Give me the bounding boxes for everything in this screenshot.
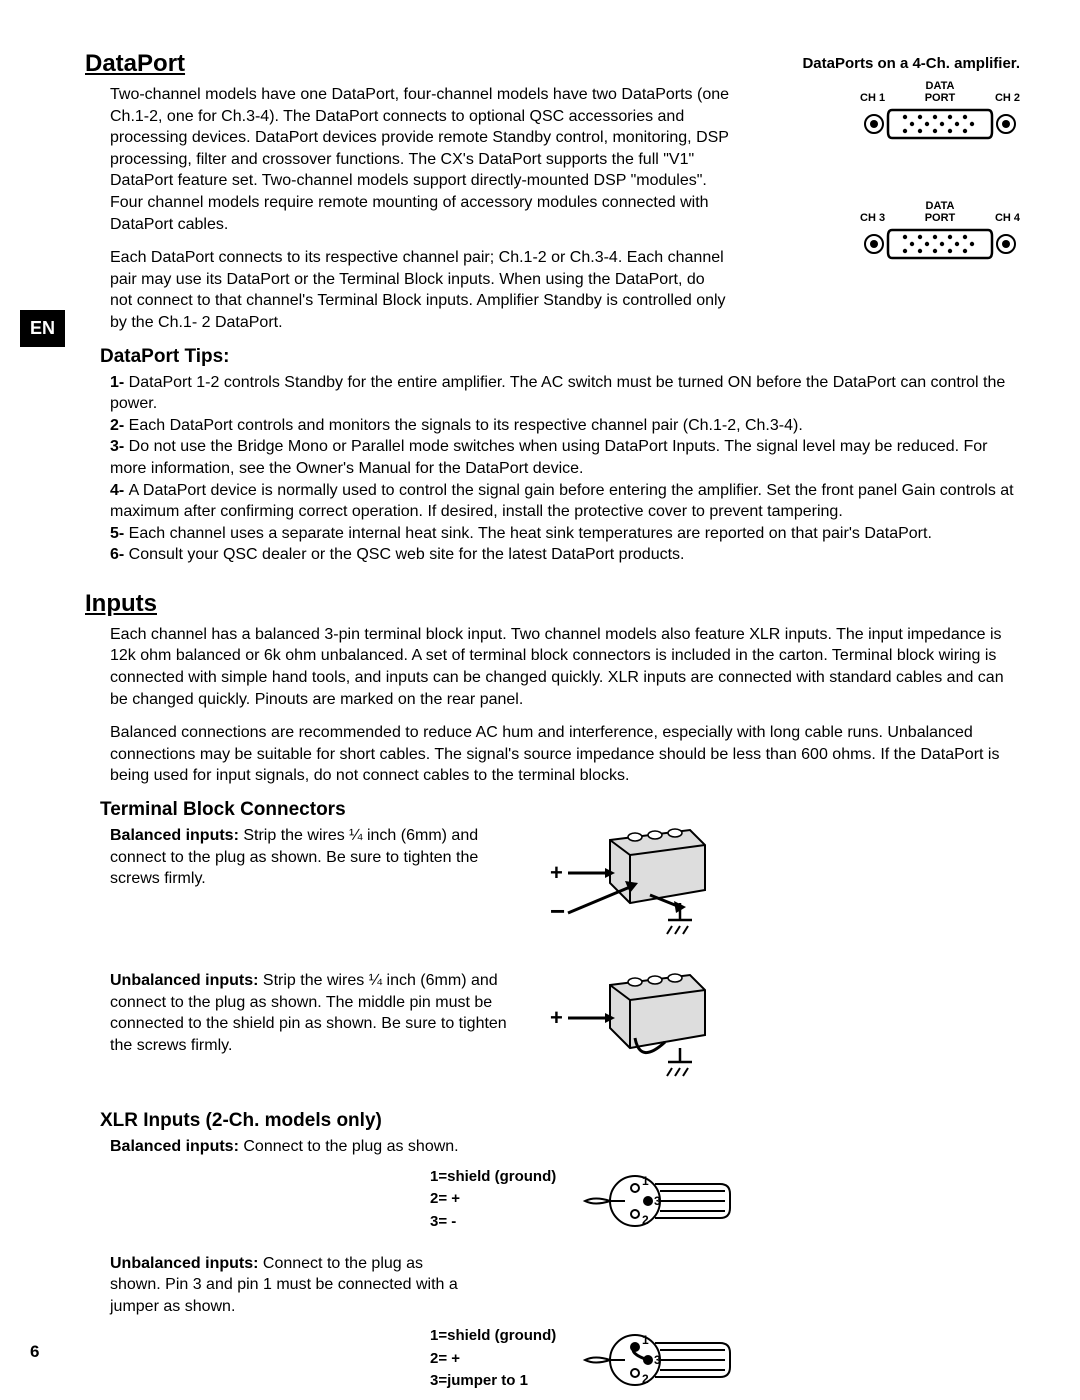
tb-bal-bold: Balanced inputs: [110,827,243,844]
hd15-connector-icon [860,224,1020,264]
dp1-lbl-port: PORT [925,92,956,104]
heading-inputs: Inputs [85,590,1020,618]
hd15-connector-icon [860,104,1020,144]
heading-terminal-block: Terminal Block Connectors [100,799,1020,821]
tip-item: 1- DataPort 1-2 controls Standby for the… [110,372,1020,415]
xlr-unbalanced-row: 1=shield (ground) 2= + 3=jumper to 1 1 3… [110,1325,1020,1400]
terminal-block-balanced-icon: + − [540,825,720,945]
figure-caption: DataPorts on a 4-Ch. amplifier. [802,55,1020,72]
language-tab: EN [20,310,65,347]
xlr-connector-jumper-icon: 1 3 2 [580,1325,740,1395]
dataport-para1: Two-channel models have one DataPort, fo… [110,84,730,235]
svg-text:−: − [550,896,565,926]
dp2-lbl-data: DATA [926,200,955,212]
svg-text:3: 3 [654,1353,661,1367]
tb-unbal-bold: Unbalanced inputs: [110,972,263,989]
xlr-pin3: 3= - [430,1211,570,1234]
dp1-ch-right: CH 2 [995,92,1020,104]
xlr2-pin2: 2= + [430,1348,570,1371]
tip-item: 6- Consult your QSC dealer or the QSC we… [110,544,1020,566]
dp2-ch-right: CH 4 [995,212,1020,224]
xlr-connector-icon: 1 3 2 [580,1166,740,1236]
dp2-lbl-port: PORT [925,212,956,224]
dataport-para2: Each DataPort connects to its respective… [110,247,730,333]
svg-text:+: + [550,1005,563,1030]
inputs-para2: Balanced connections are recommended to … [110,722,1020,787]
tip-item: 5- Each channel uses a separate internal… [110,523,1020,545]
dataport-tips-list: 1- DataPort 1-2 controls Standby for the… [60,372,1020,566]
xlr-balanced-text: Balanced inputs: Connect to the plug as … [110,1136,470,1158]
xlr-pin1: 1=shield (ground) [430,1166,570,1189]
svg-text:1: 1 [642,1174,649,1188]
xlr2-pin1: 1=shield (ground) [430,1325,570,1348]
tip-item: 2- Each DataPort controls and monitors t… [110,415,1020,437]
heading-xlr: XLR Inputs (2-Ch. models only) [100,1110,1020,1132]
svg-text:2: 2 [642,1372,649,1386]
dataport-figure-1: DATA CH 1 PORT CH 2 [860,80,1020,149]
inputs-para1: Each channel has a balanced 3-pin termin… [110,624,1020,710]
xlr-pin2: 2= + [430,1188,570,1211]
xlr2-pin3: 3=jumper to 1 [430,1370,570,1393]
svg-text:2: 2 [642,1213,649,1227]
svg-text:3: 3 [654,1194,661,1208]
dataport-figure-2: DATA CH 3 PORT CH 4 [860,200,1020,269]
tip-item: 4- A DataPort device is normally used to… [110,480,1020,523]
tb-unbalanced-row: Unbalanced inputs: Strip the wires ¼ inc… [110,970,1020,1090]
svg-text:1: 1 [642,1333,649,1347]
page-number: 6 [30,1342,39,1362]
xlr-balanced-row: 1=shield (ground) 2= + 3= - 1 3 2 [110,1166,1020,1241]
svg-text:+: + [550,860,563,885]
xlr-unbalanced-text: Unbalanced inputs: Connect to the plug a… [110,1253,470,1318]
dp2-ch-left: CH 3 [860,212,885,224]
dp1-lbl-data: DATA [926,80,955,92]
tb-balanced-row: Balanced inputs: Strip the wires ¼ inch … [110,825,1020,950]
heading-dataport-tips: DataPort Tips: [100,346,1020,368]
terminal-block-unbalanced-icon: + [540,970,720,1085]
tip-item: 3- Do not use the Bridge Mono or Paralle… [110,436,1020,479]
dp1-ch-left: CH 1 [860,92,885,104]
